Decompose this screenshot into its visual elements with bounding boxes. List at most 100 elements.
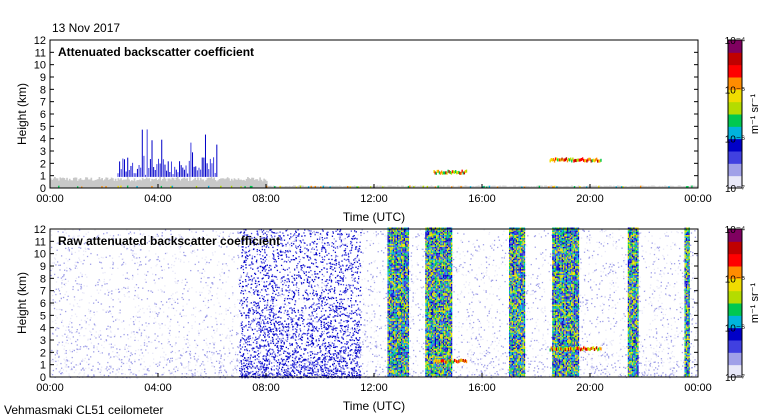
heatmap-cell <box>652 263 654 265</box>
heatmap-cell <box>175 366 177 368</box>
heatmap-cell <box>252 304 255 306</box>
heatmap-cell <box>486 186 488 188</box>
heatmap-cell <box>572 157 574 161</box>
heatmap-cell <box>491 185 494 188</box>
heatmap-cell <box>314 368 317 371</box>
heatmap-cell <box>321 294 323 296</box>
heatmap-cell <box>80 283 82 286</box>
heatmap-cell <box>215 350 218 353</box>
heatmap-cell <box>337 255 339 258</box>
heatmap-cell <box>412 298 414 301</box>
heatmap-cell <box>579 258 582 260</box>
heatmap-cell <box>270 300 272 302</box>
heatmap-cell <box>666 186 669 188</box>
heatmap-cell <box>445 186 448 188</box>
heatmap-cell <box>525 185 527 188</box>
heatmap-cell <box>507 186 510 188</box>
heatmap-cell <box>205 281 207 284</box>
heatmap-cell <box>105 186 107 188</box>
heatmap-cell <box>120 169 122 177</box>
heatmap-cell <box>365 287 367 289</box>
heatmap-cell <box>607 355 610 358</box>
heatmap-cell <box>453 186 456 188</box>
heatmap-cell <box>66 299 68 301</box>
heatmap-cell <box>137 287 140 289</box>
heatmap-cell <box>210 298 212 301</box>
heatmap-cell <box>669 284 671 286</box>
heatmap-cell <box>665 294 667 296</box>
heatmap-cell <box>579 305 582 307</box>
heatmap-cell <box>495 375 497 377</box>
heatmap-cell <box>360 234 362 237</box>
heatmap-cell <box>198 323 201 325</box>
heatmap-cell <box>273 324 275 326</box>
heatmap-cell <box>181 373 183 375</box>
heatmap-cell <box>662 348 665 351</box>
heatmap-cell <box>140 349 142 351</box>
heatmap-cell <box>51 185 53 188</box>
heatmap-cell <box>314 232 316 234</box>
heatmap-cell <box>132 276 134 278</box>
heatmap-cell <box>488 258 490 260</box>
heatmap-cell <box>420 233 422 235</box>
heatmap-cell <box>126 334 129 336</box>
colorbar-segment <box>728 183 742 187</box>
heatmap-cell <box>105 328 108 330</box>
heatmap-cell <box>541 265 544 267</box>
colorbar-segment <box>728 114 742 117</box>
heatmap-cell <box>234 365 237 367</box>
heatmap-cell <box>207 357 209 360</box>
heatmap-cell <box>471 351 473 353</box>
heatmap-cell <box>540 185 542 188</box>
heatmap-cell <box>187 342 189 344</box>
heatmap-cell <box>537 368 540 370</box>
heatmap-cell <box>276 278 278 281</box>
colorbar-segment <box>728 160 742 164</box>
heatmap-cell <box>213 366 216 368</box>
heatmap-cell <box>193 179 195 188</box>
heatmap-cell <box>117 185 120 188</box>
heatmap-cell <box>497 246 499 249</box>
heatmap-cell <box>124 277 127 280</box>
heatmap-cell <box>202 300 205 303</box>
heatmap-cell <box>622 186 625 188</box>
heatmap-cell <box>336 185 338 188</box>
heatmap-cell <box>375 366 377 368</box>
heatmap-cell <box>535 284 538 286</box>
heatmap-cell <box>482 338 484 341</box>
heatmap-cell <box>156 372 158 375</box>
heatmap-cell <box>152 358 155 360</box>
heatmap-cell <box>69 350 72 353</box>
heatmap-cell <box>83 186 86 188</box>
heatmap-cell <box>56 178 59 188</box>
heatmap-cell <box>141 177 144 188</box>
heatmap-cell <box>658 308 660 310</box>
heatmap-cell <box>563 186 565 188</box>
heatmap-cell <box>136 185 139 188</box>
heatmap-cell <box>337 350 339 352</box>
heatmap-cell <box>51 262 54 264</box>
heatmap-cell <box>553 185 556 188</box>
heatmap-cell <box>536 283 539 285</box>
heatmap-cell <box>481 371 483 373</box>
heatmap-cell <box>351 276 353 279</box>
heatmap-cell <box>113 185 116 188</box>
heatmap-cell <box>607 186 610 188</box>
colorbar-segment <box>728 153 742 157</box>
heatmap-cell <box>146 308 148 310</box>
heatmap-cell <box>493 366 495 369</box>
heatmap-cell <box>617 286 619 288</box>
x-tick-label: 00:00 <box>684 193 712 205</box>
heatmap-cell <box>171 177 174 188</box>
feature-cloud-layer <box>549 157 602 163</box>
heatmap-cell <box>139 186 141 188</box>
heatmap-cell <box>194 321 196 323</box>
heatmap-cell <box>160 301 163 303</box>
heatmap-cell <box>184 278 187 280</box>
heatmap-cell <box>125 171 127 177</box>
heatmap-cell <box>132 180 134 188</box>
heatmap-cell <box>605 373 608 375</box>
heatmap-cell <box>537 275 539 277</box>
heatmap-cell <box>201 257 203 259</box>
heatmap-cell <box>239 179 241 188</box>
